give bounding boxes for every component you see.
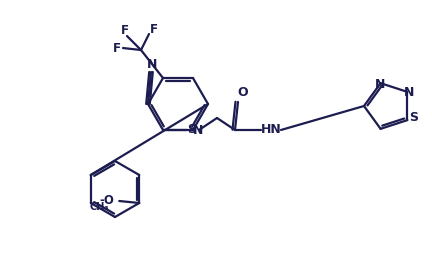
Text: O: O — [238, 86, 248, 100]
Text: N: N — [375, 78, 385, 91]
Text: S: S — [409, 110, 418, 124]
Text: N: N — [404, 86, 415, 99]
Text: S: S — [187, 123, 197, 136]
Text: CH₃: CH₃ — [89, 202, 109, 212]
Text: F: F — [113, 41, 121, 55]
Text: F: F — [150, 23, 158, 36]
Text: N: N — [147, 58, 157, 71]
Text: F: F — [121, 24, 129, 37]
Text: -O: -O — [99, 195, 114, 208]
Text: N: N — [193, 124, 203, 137]
Text: HN: HN — [260, 123, 281, 136]
